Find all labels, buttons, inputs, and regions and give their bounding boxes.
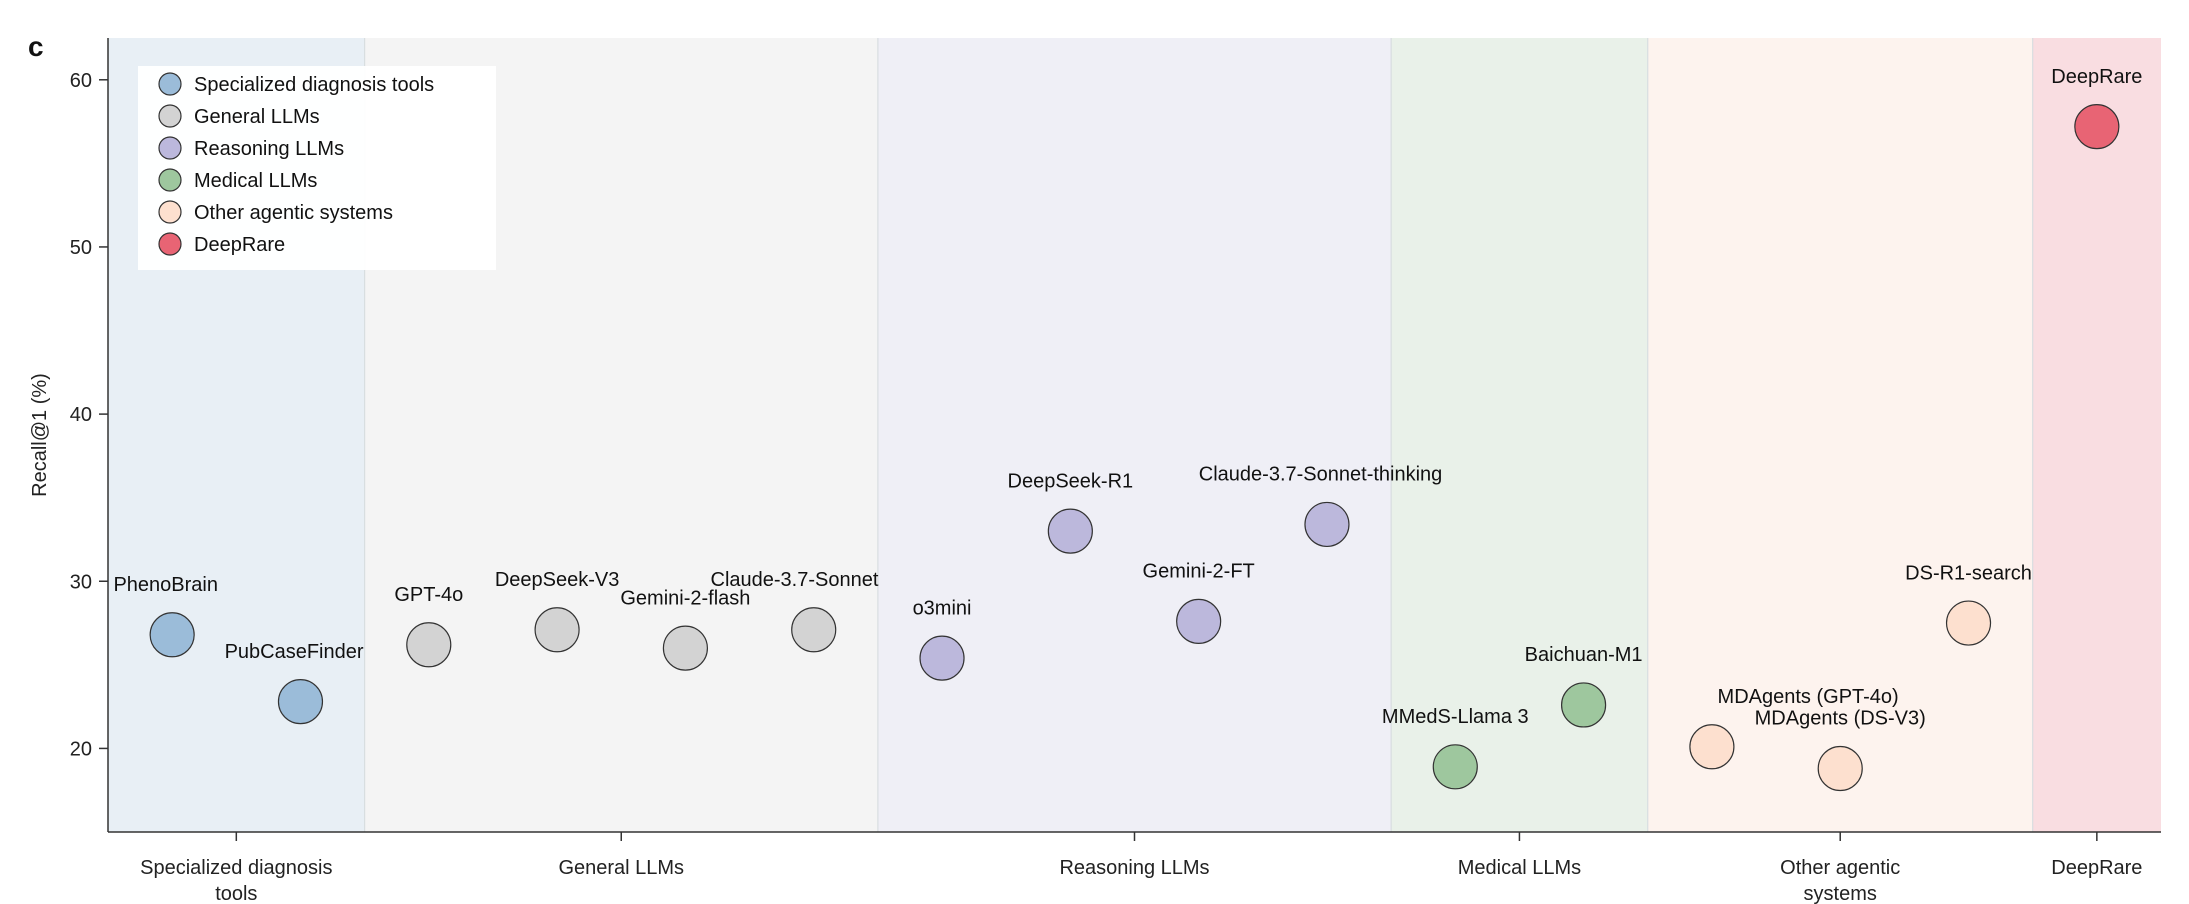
point-label: MDAgents (DS-V3) bbox=[1755, 708, 1926, 730]
y-axis-label: Recall@1 (%) bbox=[29, 373, 51, 497]
point-label: PhenoBrain bbox=[113, 574, 218, 596]
legend-entry: Other agentic systems bbox=[194, 202, 393, 224]
point-claude-3-7-sonnet-thinking bbox=[1304, 501, 1350, 548]
y-tick-label: 60 bbox=[70, 70, 92, 92]
band-4 bbox=[1647, 38, 2033, 832]
point-ds-r1-search bbox=[1945, 600, 1992, 646]
axes: Specialized diagnosis tools General LLMs Re… bbox=[70, 38, 2161, 904]
data-points: PhenoBrain PubCaseFinder GPT-4o DeepSeek-V3… bbox=[113, 66, 2142, 792]
point-phenobrain bbox=[149, 612, 195, 658]
point-label: PubCaseFinder bbox=[225, 641, 364, 663]
x-tick-label: Specialized diagnosis bbox=[140, 857, 332, 879]
legend-entry: Specialized diagnosis tools bbox=[194, 74, 434, 96]
y-tick-label: 40 bbox=[70, 404, 92, 426]
point-label: Claude-3.7-Sonnet-thinking bbox=[1199, 464, 1443, 486]
legend-marker bbox=[158, 136, 182, 160]
point-mdagents-gpt-4o- bbox=[1689, 724, 1735, 770]
x-tick-label: DeepRare bbox=[2051, 857, 2142, 879]
legend-marker bbox=[158, 168, 182, 192]
point-o3mini bbox=[919, 635, 965, 681]
legend: Specialized diagnosis tools General LLMs R… bbox=[138, 66, 496, 270]
point-label: DeepRare bbox=[2051, 66, 2142, 88]
y-tick-label: 30 bbox=[70, 571, 92, 593]
point-label: o3mini bbox=[913, 597, 972, 619]
legend-box bbox=[138, 66, 496, 270]
point-label: MDAgents (GPT-4o) bbox=[1718, 686, 1899, 708]
point-mmeds-llama-3 bbox=[1432, 744, 1478, 790]
x-tick-label: General LLMs bbox=[558, 857, 684, 879]
legend-entry: General LLMs bbox=[194, 106, 320, 128]
panel-letter: c bbox=[28, 31, 44, 62]
x-tick-label: tools bbox=[215, 883, 257, 904]
point-deeprare bbox=[2074, 103, 2120, 150]
x-tick-label: Reasoning LLMs bbox=[1059, 857, 1209, 879]
point-claude-3-7-sonnet bbox=[791, 607, 837, 653]
point-pubcasefinder bbox=[277, 679, 324, 725]
legend-marker bbox=[158, 72, 182, 96]
point-label: Claude-3.7-Sonnet bbox=[711, 569, 879, 591]
x-tick-label: systems bbox=[1804, 883, 1877, 904]
point-label: Gemini-2-flash bbox=[620, 587, 750, 609]
point-mdagents-ds-v3- bbox=[1817, 745, 1863, 792]
point-label: DeepSeek-R1 bbox=[1008, 470, 1134, 492]
x-tick-label: Medical LLMs bbox=[1458, 857, 1581, 879]
point-label: DeepSeek-V3 bbox=[495, 569, 620, 591]
legend-entry: DeepRare bbox=[194, 234, 285, 256]
point-label: Baichuan-M1 bbox=[1525, 644, 1643, 666]
point-label: Gemini-2-FT bbox=[1143, 561, 1255, 583]
point-baichuan-m1 bbox=[1560, 682, 1607, 728]
point-gpt-4o bbox=[406, 622, 452, 668]
point-deepseek-v3 bbox=[534, 607, 580, 653]
band-5 bbox=[2032, 38, 2161, 832]
y-tick-label: 20 bbox=[70, 738, 92, 760]
point-label: GPT-4o bbox=[394, 584, 463, 606]
x-tick-label: Other agentic bbox=[1780, 857, 1900, 879]
legend-entry: Reasoning LLMs bbox=[194, 138, 344, 160]
legend-marker bbox=[158, 104, 182, 128]
point-gemini-2-ft bbox=[1176, 598, 1222, 644]
point-gemini-2-flash bbox=[662, 625, 709, 671]
point-label: DS-R1-search bbox=[1905, 562, 2032, 584]
band-2 bbox=[877, 38, 1392, 832]
y-tick-label: 50 bbox=[70, 237, 92, 259]
point-deepseek-r1 bbox=[1047, 508, 1093, 554]
legend-entry: Medical LLMs bbox=[194, 170, 317, 192]
legend-marker bbox=[158, 232, 182, 256]
legend-marker bbox=[158, 200, 182, 224]
point-label: MMedS-Llama 3 bbox=[1382, 706, 1529, 728]
